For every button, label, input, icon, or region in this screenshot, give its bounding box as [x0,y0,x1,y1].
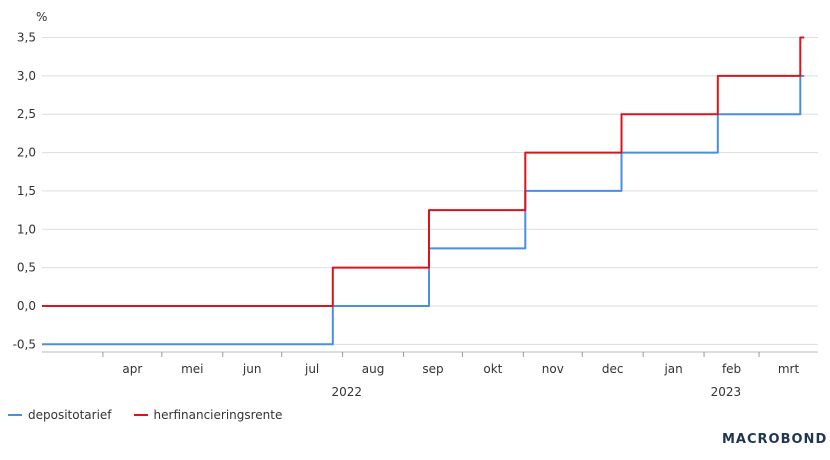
x-tick-label: feb [722,362,741,376]
y-tick-label: 1,5 [17,184,36,198]
y-axis-unit-label: % [36,10,47,24]
legend-label-depositotarief: depositotarief [28,408,112,422]
x-tick-label: mei [181,362,203,376]
y-tick-label: 2,0 [17,146,36,160]
x-year-label: 2022 [331,385,362,399]
x-tick-label: mrt [778,362,800,376]
y-axis: -0,5 0,0 0,5 1,0 1,5 2,0 2,5 3,0 3,5 [13,31,36,352]
legend-item-herfinancieringsrente: herfinancieringsrente [134,408,283,422]
x-tick-label: aug [362,362,385,376]
series-line-depositotarief [42,76,804,344]
x-tick-label: dec [602,362,624,376]
series-line-herfinancieringsrente [42,38,804,307]
x-tick-label: sep [422,362,443,376]
y-tick-label: 1,0 [17,222,36,236]
legend: depositotarief herfinancieringsrente [8,408,282,422]
y-tick-label: 0,5 [17,261,36,275]
y-tick-label: 0,0 [17,299,36,313]
x-tick-label: jul [304,362,319,376]
brand-logo: MACROBOND [722,432,827,447]
y-tick-label: 3,5 [17,31,36,45]
legend-label-herfinancieringsrente: herfinancieringsrente [154,408,283,422]
x-tick-label: jan [663,362,682,376]
y-tick-label: -0,5 [13,337,36,351]
x-axis: apr mei jun jul aug sep okt nov dec jan feb mrt 2022… [42,352,818,399]
legend-swatch-herfinancieringsrente [134,414,148,416]
x-tick-label: okt [483,362,502,376]
x-tick-label: apr [122,362,142,376]
legend-item-depositotarief: depositotarief [8,408,112,422]
x-tick-label: jun [242,362,262,376]
y-tick-label: 2,5 [17,107,36,121]
legend-swatch-depositotarief [8,414,22,416]
y-tick-label: 3,0 [17,69,36,83]
x-tick-label: nov [542,362,564,376]
x-year-label: 2023 [711,385,742,399]
